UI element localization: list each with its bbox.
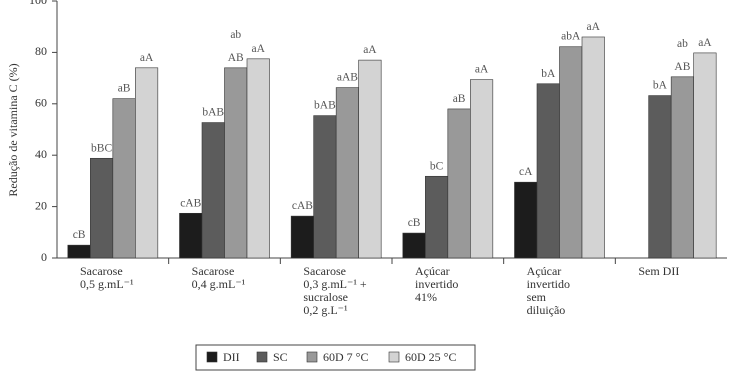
bar-letter-label: aA <box>363 44 377 56</box>
bar-letter-label: bC <box>430 160 444 172</box>
bar <box>559 46 583 259</box>
bar <box>135 67 159 259</box>
bar-letter-label: aB <box>118 82 131 94</box>
bar-letter-label: bA <box>653 79 668 91</box>
x-tick-label: Açúcar invertido 41% <box>415 264 458 304</box>
bar-letter-label: aA <box>475 63 489 75</box>
x-tick-label: Açúcar invertido sem diluição <box>527 264 570 317</box>
bar <box>90 157 114 259</box>
bar-letter-label: cB <box>408 217 421 229</box>
legend-swatch <box>306 351 318 363</box>
legend-box <box>195 344 476 371</box>
legend-swatch <box>206 351 218 363</box>
bar <box>246 58 270 259</box>
legend-label: 60D 25 °C <box>405 350 456 364</box>
y-axis-label: Redução de vitamina C (%) <box>6 63 20 196</box>
bar-letter-label: aA <box>698 37 712 49</box>
y-tick-label: 60 <box>35 96 47 110</box>
bar <box>447 108 471 259</box>
bar-letter-label: cAB <box>292 200 313 212</box>
bar-letter-label: bAB <box>314 99 336 111</box>
x-tick-label: Sacarose 0,3 g.mL⁻¹ + sucralose 0,2 g.L⁻¹ <box>303 264 367 317</box>
bar <box>470 79 494 259</box>
bar <box>693 52 717 259</box>
bar <box>335 87 359 259</box>
bar <box>425 175 449 259</box>
bar <box>514 181 538 259</box>
bar-letter-label: bA <box>541 67 556 79</box>
y-tick-label: 100 <box>29 0 47 7</box>
bar <box>648 95 672 259</box>
bar <box>581 36 605 259</box>
x-tick-label: Sacarose 0,4 g.mL⁻¹ <box>192 264 246 291</box>
bar <box>179 212 203 259</box>
bar-letter-label: aAB <box>337 71 358 83</box>
bar <box>67 244 91 259</box>
legend-swatch <box>388 351 400 363</box>
bar-letter-label: cAB <box>180 197 201 209</box>
y-tick-label: 40 <box>35 147 47 161</box>
bar <box>402 232 426 259</box>
bar-letter-label: bBC <box>91 142 112 154</box>
bar <box>290 215 314 259</box>
bar <box>112 98 136 259</box>
x-tick-label: Sem DII <box>638 264 679 278</box>
bar-letter-label: bAB <box>202 106 224 118</box>
bar <box>224 67 248 259</box>
legend-swatch <box>256 351 268 363</box>
y-tick-label: 80 <box>35 44 47 58</box>
bar <box>313 115 337 259</box>
bar <box>201 122 225 259</box>
bar-letter-label: aA <box>252 42 266 54</box>
legend-label: 60D 7 °C <box>323 350 368 364</box>
bar <box>670 76 694 259</box>
bar-letter-label: cB <box>73 229 86 241</box>
bar-letter-label: aB <box>453 93 466 105</box>
y-tick-label: 0 <box>41 250 47 264</box>
bar-letter-label: aA <box>587 21 601 33</box>
x-tick-label: Sacarose 0,5 g.mL⁻¹ <box>80 264 134 291</box>
bar-letter-label: abA <box>561 30 581 42</box>
bar <box>536 83 560 259</box>
legend-label: SC <box>273 350 288 364</box>
bar-letter-label: aA <box>140 51 154 63</box>
bar-letter-label: ab AB <box>228 28 244 63</box>
legend-label: DII <box>223 350 240 364</box>
y-tick-label: 20 <box>35 198 47 212</box>
bar-letter-label: ab AB <box>674 37 690 72</box>
bar <box>358 59 382 259</box>
bar-letter-label: cA <box>519 166 533 178</box>
